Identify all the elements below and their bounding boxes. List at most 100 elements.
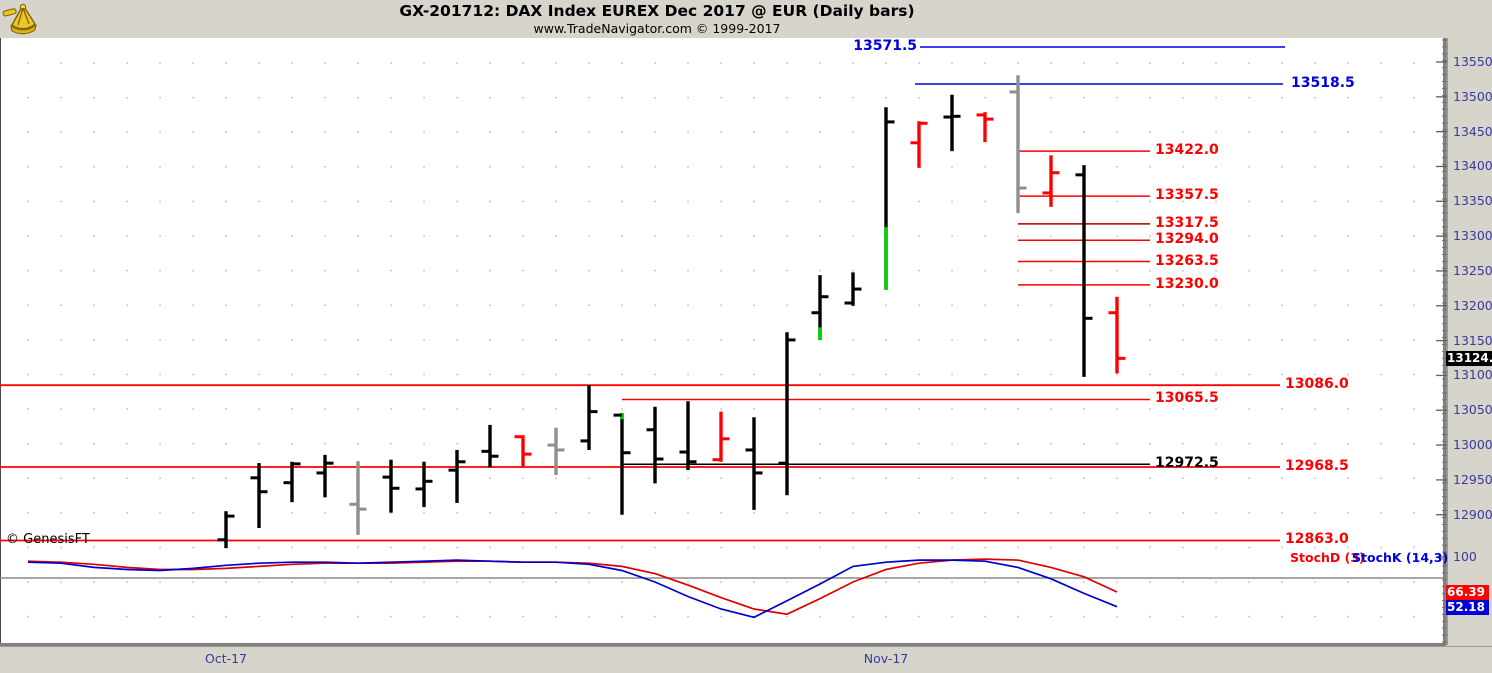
grid-dot xyxy=(1281,200,1283,203)
grid-dot xyxy=(1116,235,1118,237)
grid-dot xyxy=(1017,477,1019,479)
grid-dot xyxy=(258,581,260,583)
grid-dot xyxy=(819,512,821,514)
grid-dot xyxy=(654,269,656,272)
grid-dot xyxy=(27,200,29,203)
grid-dot xyxy=(984,546,986,549)
grid-dot xyxy=(1017,581,1019,583)
grid-dot xyxy=(687,477,689,479)
grid-dot xyxy=(1116,131,1118,133)
grid-dot xyxy=(1281,269,1283,272)
grid-dot xyxy=(588,96,590,99)
grid-dot xyxy=(555,131,557,133)
grid-dot xyxy=(489,235,491,237)
stoch-k-line xyxy=(27,559,1118,619)
grid-dot xyxy=(1314,408,1316,410)
grid-dot xyxy=(951,235,953,237)
grid-dot xyxy=(786,200,788,203)
price-level-label-13422.0: 13422.0 xyxy=(1155,142,1219,158)
grid-dot xyxy=(1149,373,1151,376)
grid-dot xyxy=(1017,442,1019,445)
grid-dot xyxy=(522,477,524,479)
grid-dot xyxy=(1182,304,1184,306)
grid-dot xyxy=(786,166,788,168)
grid-dot xyxy=(192,235,194,237)
grid-dot xyxy=(1149,442,1151,445)
grid-dot xyxy=(1281,408,1283,410)
grid-dot xyxy=(192,166,194,168)
grid-dot xyxy=(1149,62,1151,64)
grid-dot xyxy=(555,62,557,64)
grid-dot xyxy=(1083,62,1085,64)
grid-dot xyxy=(819,235,821,237)
grid-dot xyxy=(357,131,359,133)
grid-dot xyxy=(1314,166,1316,168)
grid-dot xyxy=(621,373,623,376)
grid-dot xyxy=(918,235,920,237)
grid-dot xyxy=(918,373,920,376)
grid-dot xyxy=(885,304,887,306)
grid-dot xyxy=(1347,62,1349,64)
grid-dot xyxy=(1281,96,1283,99)
grid-dot xyxy=(126,304,128,306)
grid-dot xyxy=(555,512,557,514)
grid-dot xyxy=(819,615,821,618)
grid-dot xyxy=(423,339,425,341)
grid-dot xyxy=(720,304,722,306)
grid-dot xyxy=(456,512,458,514)
grid-dot xyxy=(159,200,161,203)
grid-dot xyxy=(489,166,491,168)
grid-dot xyxy=(357,96,359,99)
grid-dot xyxy=(225,166,227,168)
grid-dot xyxy=(951,546,953,549)
grid-dot xyxy=(1050,512,1052,514)
grid-dot xyxy=(456,166,458,168)
grid-dot xyxy=(1182,339,1184,341)
grid-dot xyxy=(324,339,326,341)
grid-dot xyxy=(654,546,656,549)
chart-surface[interactable] xyxy=(0,38,1446,645)
stoch-d-value-badge: 66.39 xyxy=(1446,585,1489,600)
grid-dot xyxy=(1149,339,1151,341)
grid-dot xyxy=(951,269,953,272)
grid-dot xyxy=(1248,304,1250,306)
grid-dot xyxy=(390,304,392,306)
grid-dot xyxy=(522,131,524,133)
grid-dot xyxy=(720,477,722,479)
grid-dot xyxy=(489,581,491,583)
grid-dot xyxy=(918,477,920,479)
stoch-d-line xyxy=(27,558,1118,616)
grid-dot xyxy=(1215,615,1217,618)
grid-dot xyxy=(225,373,227,376)
price-level-label-13571.5: 13571.5 xyxy=(853,38,917,54)
grid-dot xyxy=(918,512,920,514)
grid-dot xyxy=(621,304,623,306)
grid-dot xyxy=(1347,373,1349,376)
price-level-label-12972.5: 12972.5 xyxy=(1155,455,1219,471)
grid-dot xyxy=(456,62,458,64)
price-axis-label-12900.0: 12900.0 xyxy=(1453,507,1492,522)
grid-dot xyxy=(390,581,392,583)
grid-dot xyxy=(1215,200,1217,203)
grid-dot xyxy=(27,373,29,376)
grid-dot xyxy=(984,62,986,64)
grid-dot xyxy=(588,166,590,168)
grid-dot xyxy=(1413,373,1415,376)
grid-dot xyxy=(1413,477,1415,479)
grid-dot xyxy=(588,373,590,376)
grid-dot xyxy=(1215,131,1217,133)
grid-dot xyxy=(1347,200,1349,203)
price-level-label-13263.5: 13263.5 xyxy=(1155,253,1219,269)
grid-dot xyxy=(93,339,95,341)
grid-dot xyxy=(1248,62,1250,64)
grid-dot xyxy=(753,269,755,272)
grid-dot xyxy=(885,615,887,618)
grid-dot xyxy=(93,615,95,618)
grid-dot xyxy=(1215,96,1217,99)
grid-dot xyxy=(522,200,524,203)
grid-dot xyxy=(1182,408,1184,410)
grid-dot xyxy=(258,339,260,341)
grid-dot xyxy=(1380,166,1382,168)
grid-dot xyxy=(1116,546,1118,549)
